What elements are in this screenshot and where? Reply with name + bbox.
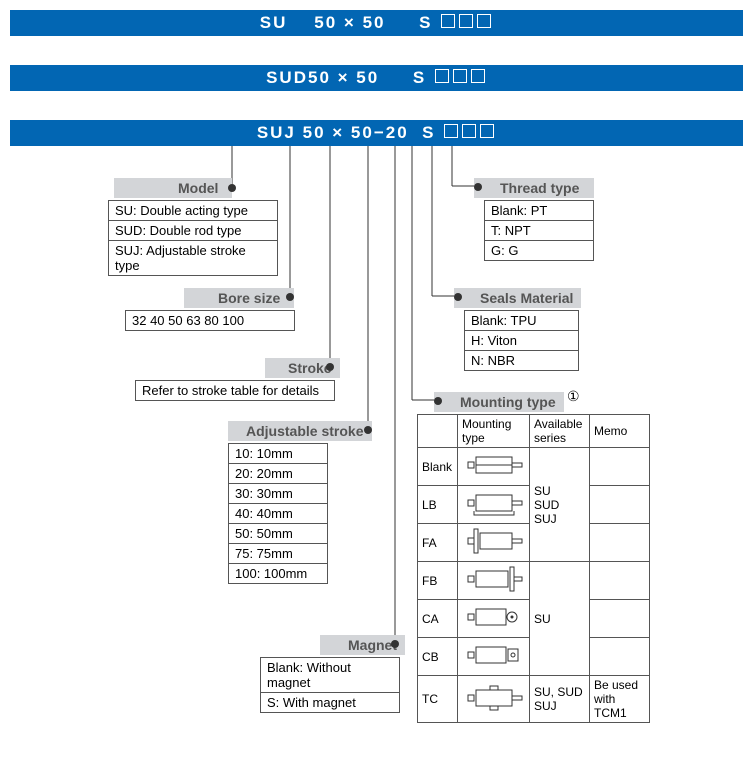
mount-code: Blank bbox=[418, 448, 458, 486]
mount-memo bbox=[590, 600, 650, 638]
magnet-box: Blank: Without magnet S: With magnet bbox=[260, 657, 400, 713]
code-bar-suj: SUJ 50 × 50−20 S bbox=[10, 120, 743, 146]
mount-code: FA bbox=[418, 524, 458, 562]
mounting-table: Mounting type Available series Memo Blan… bbox=[417, 414, 650, 723]
mount-code: CB bbox=[418, 638, 458, 676]
thread-label: Thread type bbox=[492, 178, 587, 198]
thread-item: G: G bbox=[485, 241, 593, 260]
adj-item: 30: 30mm bbox=[229, 484, 327, 504]
stroke-dot bbox=[326, 363, 334, 371]
mount-h0 bbox=[418, 415, 458, 448]
adj-label: Adjustable stroke bbox=[238, 421, 371, 441]
thread-item: Blank: PT bbox=[485, 201, 593, 221]
thread-box: Blank: PT T: NPT G: G bbox=[484, 200, 594, 261]
magnet-item: S: With magnet bbox=[261, 693, 399, 712]
mount-code: CA bbox=[418, 600, 458, 638]
mount-img-blank bbox=[458, 448, 530, 486]
mount-img-fb bbox=[458, 562, 530, 600]
mount-img-ca bbox=[458, 600, 530, 638]
mount-series-3: SU bbox=[530, 562, 590, 676]
seals-item: N: NBR bbox=[465, 351, 578, 370]
mount-img-fa bbox=[458, 524, 530, 562]
bore-dot bbox=[286, 293, 294, 301]
mount-dot bbox=[434, 397, 442, 405]
seals-item: H: Viton bbox=[465, 331, 578, 351]
magnet-item: Blank: Without magnet bbox=[261, 658, 399, 693]
adj-item: 50: 50mm bbox=[229, 524, 327, 544]
mount-num: ① bbox=[567, 388, 580, 405]
mount-h2: Available series bbox=[530, 415, 590, 448]
code-suj: SUJ 50 × 50−20 S bbox=[257, 123, 496, 143]
adj-item: 100: 100mm bbox=[229, 564, 327, 583]
model-dot bbox=[228, 184, 236, 192]
mount-code: TC bbox=[418, 676, 458, 723]
mount-code: FB bbox=[418, 562, 458, 600]
mount-h1: Mounting type bbox=[458, 415, 530, 448]
adj-box: 10: 10mm 20: 20mm 30: 30mm 40: 40mm 50: … bbox=[228, 443, 328, 584]
seals-dot bbox=[454, 293, 462, 301]
mount-series-6: SU, SUDSUJ bbox=[530, 676, 590, 723]
magnet-dot bbox=[391, 640, 399, 648]
stroke-item: Refer to stroke table for details bbox=[136, 381, 334, 400]
mount-h3: Memo bbox=[590, 415, 650, 448]
adj-item: 20: 20mm bbox=[229, 464, 327, 484]
thread-dot bbox=[474, 183, 482, 191]
adj-item: 75: 75mm bbox=[229, 544, 327, 564]
adj-item: 10: 10mm bbox=[229, 444, 327, 464]
seals-box: Blank: TPU H: Viton N: NBR bbox=[464, 310, 579, 371]
mount-label: Mounting type bbox=[452, 392, 564, 412]
stroke-box: Refer to stroke table for details bbox=[135, 380, 335, 401]
seals-label: Seals Material bbox=[472, 288, 581, 308]
bore-item: 32 40 50 63 80 100 bbox=[126, 311, 294, 330]
mount-memo bbox=[590, 638, 650, 676]
mount-img-tc bbox=[458, 676, 530, 723]
code-su: SU 50 × 50 S bbox=[260, 13, 493, 33]
model-item: SU: Double acting type bbox=[109, 201, 277, 221]
code-bar-su: SU 50 × 50 S bbox=[10, 10, 743, 36]
mount-memo bbox=[590, 562, 650, 600]
mount-memo bbox=[590, 448, 650, 486]
mount-series-0: SUSUDSUJ bbox=[530, 448, 590, 562]
model-box: SU: Double acting type SUD: Double rod t… bbox=[108, 200, 278, 276]
code-bar-sud: SUD50 × 50 S bbox=[10, 65, 743, 91]
model-item: SUJ: Adjustable stroke type bbox=[109, 241, 277, 275]
adj-item: 40: 40mm bbox=[229, 504, 327, 524]
mount-memo bbox=[590, 486, 650, 524]
mount-img-cb bbox=[458, 638, 530, 676]
model-label: Model bbox=[170, 178, 226, 198]
seals-item: Blank: TPU bbox=[465, 311, 578, 331]
mount-img-lb bbox=[458, 486, 530, 524]
mount-memo-6: Be usedwith TCM1 bbox=[590, 676, 650, 723]
bore-label: Bore size bbox=[210, 288, 288, 308]
thread-item: T: NPT bbox=[485, 221, 593, 241]
mount-code: LB bbox=[418, 486, 458, 524]
bore-box: 32 40 50 63 80 100 bbox=[125, 310, 295, 331]
mount-memo bbox=[590, 524, 650, 562]
model-item: SUD: Double rod type bbox=[109, 221, 277, 241]
adj-dot bbox=[364, 426, 372, 434]
code-sud: SUD50 × 50 S bbox=[266, 68, 487, 88]
